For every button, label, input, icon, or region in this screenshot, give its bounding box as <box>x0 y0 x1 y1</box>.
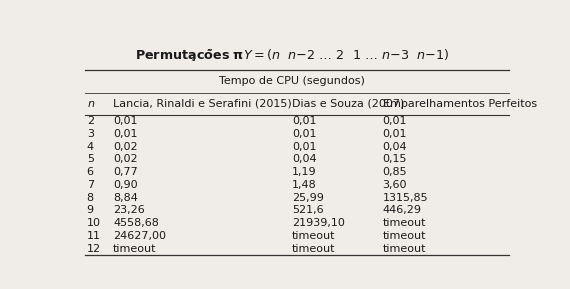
Text: 21939,10: 21939,10 <box>292 218 345 228</box>
Text: 9: 9 <box>87 205 94 215</box>
Text: 23,26: 23,26 <box>113 205 145 215</box>
Text: 0,01: 0,01 <box>292 142 316 152</box>
Text: timeout: timeout <box>382 218 426 228</box>
Text: 3: 3 <box>87 129 93 139</box>
Text: timeout: timeout <box>292 231 336 241</box>
Text: 3,60: 3,60 <box>382 180 407 190</box>
Text: $n$: $n$ <box>87 99 95 109</box>
Text: 25,99: 25,99 <box>292 193 324 203</box>
Text: 10: 10 <box>87 218 101 228</box>
Text: Tempo de CPU (segundos): Tempo de CPU (segundos) <box>219 76 365 86</box>
Text: 2: 2 <box>87 116 94 126</box>
Text: 0,02: 0,02 <box>113 154 138 164</box>
Text: 0,01: 0,01 <box>113 129 138 139</box>
Text: timeout: timeout <box>113 244 157 254</box>
Text: 0,85: 0,85 <box>382 167 408 177</box>
Text: 1,19: 1,19 <box>292 167 317 177</box>
Text: 446,29: 446,29 <box>382 205 422 215</box>
Text: 5: 5 <box>87 154 93 164</box>
Text: Dias e Souza (2007): Dias e Souza (2007) <box>292 99 405 109</box>
Text: 521,6: 521,6 <box>292 205 324 215</box>
Text: 11: 11 <box>87 231 101 241</box>
Text: 1315,85: 1315,85 <box>382 193 428 203</box>
Text: 0,01: 0,01 <box>113 116 138 126</box>
Text: Emparelhamentos Perfeitos: Emparelhamentos Perfeitos <box>382 99 537 109</box>
Text: 0,02: 0,02 <box>113 142 138 152</box>
Text: 0,01: 0,01 <box>382 129 407 139</box>
Text: 24627,00: 24627,00 <box>113 231 166 241</box>
Text: timeout: timeout <box>292 244 336 254</box>
Text: 0,04: 0,04 <box>292 154 317 164</box>
Text: 4558,68: 4558,68 <box>113 218 159 228</box>
Text: 0,01: 0,01 <box>382 116 407 126</box>
Text: 4: 4 <box>87 142 94 152</box>
Text: 12: 12 <box>87 244 101 254</box>
Text: timeout: timeout <box>382 244 426 254</box>
Text: 0,01: 0,01 <box>292 116 316 126</box>
Text: 8,84: 8,84 <box>113 193 138 203</box>
Text: 0,04: 0,04 <box>382 142 408 152</box>
Text: 0,90: 0,90 <box>113 180 138 190</box>
Text: 6: 6 <box>87 167 93 177</box>
Text: Lancia, Rinaldi e Serafini (2015): Lancia, Rinaldi e Serafini (2015) <box>113 99 292 109</box>
Text: 0,77: 0,77 <box>113 167 138 177</box>
Text: 1,48: 1,48 <box>292 180 317 190</box>
Text: timeout: timeout <box>382 231 426 241</box>
Text: 0,15: 0,15 <box>382 154 407 164</box>
Text: 0,01: 0,01 <box>292 129 316 139</box>
Text: 8: 8 <box>87 193 94 203</box>
Text: $\mathbf{Permuta\c{c}\~{o}es}$ $\mathbf{\pi} Y = (n\ \ n{-}2\ \ldots\ 2\ \ 1\ \l: $\mathbf{Permuta\c{c}\~{o}es}$ $\mathbf{… <box>135 48 449 64</box>
Text: 7: 7 <box>87 180 94 190</box>
